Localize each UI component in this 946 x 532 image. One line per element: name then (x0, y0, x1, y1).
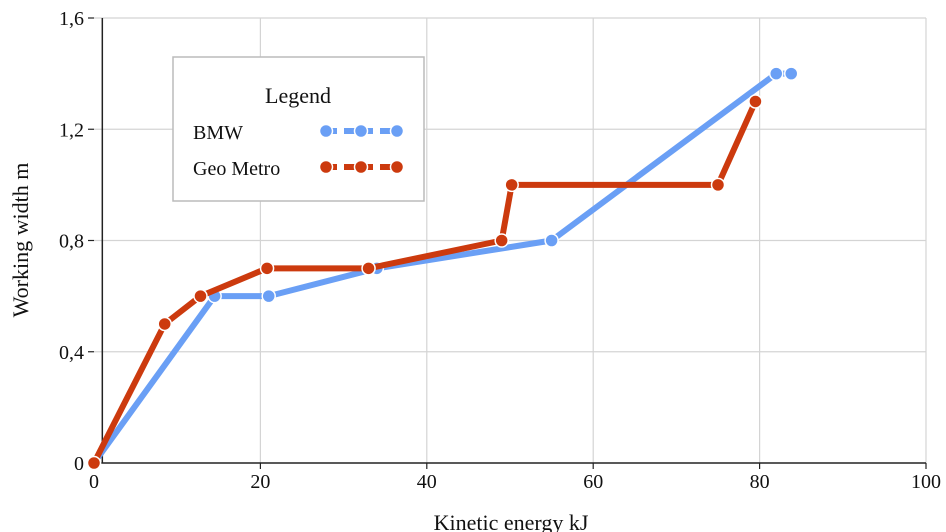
y-tick-label: 1,6 (59, 8, 84, 30)
series-layer (86, 66, 799, 471)
data-point-geo-metro (504, 177, 519, 193)
y-tick-label: 0,8 (59, 231, 84, 253)
x-tick-label: 20 (250, 471, 270, 493)
data-point-geo-metro (361, 261, 376, 276)
data-point-bmw (768, 66, 784, 81)
legend-label-bmw: BMW (193, 122, 243, 144)
legend-label-geo-metro: Geo Metro (193, 158, 280, 180)
x-tick-label: 0 (89, 471, 99, 493)
axes (88, 17, 927, 469)
legend-swatches (318, 123, 405, 175)
legend: Legend BMW Geo Metro (172, 56, 425, 202)
legend-title: Legend (265, 83, 331, 108)
series-geo-metro (86, 94, 763, 471)
data-point-bmw (261, 288, 276, 304)
data-point-geo-metro (259, 261, 275, 276)
data-point-bmw (783, 66, 799, 81)
legend-swatch-marker-geo-metro (318, 159, 334, 175)
data-point-geo-metro (710, 177, 726, 193)
legend-swatch-marker-geo-metro (353, 159, 369, 175)
legend-swatch-marker-bmw (318, 123, 334, 139)
data-point-geo-metro (86, 455, 102, 471)
tick-labels: 0 20 40 60 80 100 0 0,4 0,8 1,2 1,6 (59, 8, 941, 493)
data-point-geo-metro (157, 316, 172, 332)
x-tick-label: 40 (417, 471, 437, 493)
gridlines (94, 17, 927, 463)
data-point-geo-metro (748, 94, 763, 109)
x-tick-label: 60 (583, 471, 603, 493)
data-point-geo-metro (494, 233, 509, 248)
y-tick-label: 1,2 (59, 119, 84, 141)
x-tick-label: 100 (911, 471, 941, 493)
y-axis-title: Working width m (8, 163, 33, 318)
data-point-geo-metro (193, 288, 208, 304)
x-axis-title: Kinetic energy kJ (434, 510, 589, 532)
y-tick-label: 0,4 (59, 342, 84, 364)
legend-swatch-marker-geo-metro (389, 159, 405, 175)
data-point-bmw (544, 233, 559, 248)
x-tick-label: 80 (750, 471, 770, 493)
y-tick-label: 0 (74, 453, 84, 475)
legend-swatch-marker-bmw (389, 123, 405, 139)
legend-swatch-marker-bmw (353, 123, 369, 139)
